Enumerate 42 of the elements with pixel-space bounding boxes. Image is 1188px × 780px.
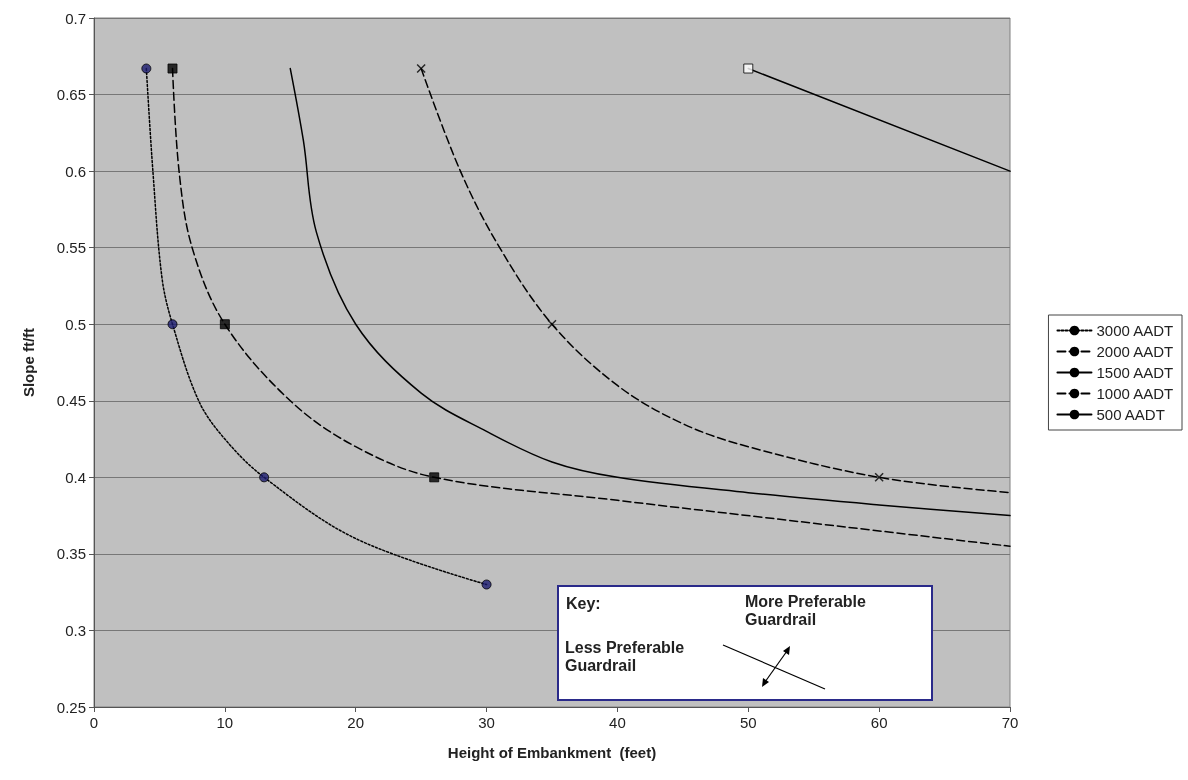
y-tick-label: 0.5 bbox=[65, 315, 86, 333]
point bbox=[167, 63, 178, 74]
y-tick-label: 0.4 bbox=[65, 468, 86, 486]
point bbox=[259, 472, 270, 483]
y-tick-label: 0.65 bbox=[56, 86, 86, 104]
x-tick-label: 0 bbox=[89, 714, 99, 731]
point bbox=[167, 319, 178, 330]
x-tick-label: 50 bbox=[739, 714, 757, 731]
annotation: Key: bbox=[566, 595, 602, 613]
point bbox=[743, 63, 754, 74]
line-series bbox=[289, 67, 1011, 517]
x-tick-label: 10 bbox=[216, 714, 234, 731]
point bbox=[219, 319, 230, 330]
y-tick-label: 0.25 bbox=[56, 698, 86, 716]
x-tick-label: 20 bbox=[347, 714, 365, 731]
x-tick-label: 40 bbox=[609, 714, 626, 731]
y-tick-label: 0.35 bbox=[56, 545, 86, 563]
point bbox=[141, 63, 152, 74]
y-tick-label: 0.6 bbox=[65, 162, 86, 180]
legend-label: 3000 AADT bbox=[1096, 322, 1174, 339]
legend-label: 1000 AADT bbox=[1096, 385, 1174, 402]
x-axis-title: Height of Embankment (feet) bbox=[447, 744, 657, 761]
legend-label: 2000 AADT bbox=[1096, 343, 1174, 360]
point bbox=[481, 579, 492, 590]
y-axis-title: Slope ft/ft bbox=[20, 327, 37, 398]
point bbox=[416, 63, 426, 74]
point bbox=[547, 319, 557, 329]
key-box: Key: More Preferable Guardrail Less Preferable Guardrail bbox=[557, 585, 933, 701]
x-tick-label: 70 bbox=[1001, 714, 1019, 731]
annotation: Less Preferable Guardrail bbox=[565, 639, 686, 675]
y-tick-label: 0.7 bbox=[65, 9, 86, 27]
legend-label: 500 AADT bbox=[1096, 406, 1165, 423]
annotation: More Preferable Guardrail bbox=[745, 593, 867, 629]
y-tick-label: 0.45 bbox=[56, 392, 86, 410]
point bbox=[874, 472, 884, 483]
legend-label: 1500 AADT bbox=[1096, 364, 1174, 381]
y-tick-label: 0.3 bbox=[65, 621, 86, 639]
x-tick-label: 60 bbox=[870, 714, 888, 731]
x-tick-label: 30 bbox=[478, 714, 495, 731]
y-tick-label: 0.55 bbox=[56, 239, 86, 257]
line-series bbox=[420, 67, 1011, 494]
point bbox=[429, 472, 440, 483]
